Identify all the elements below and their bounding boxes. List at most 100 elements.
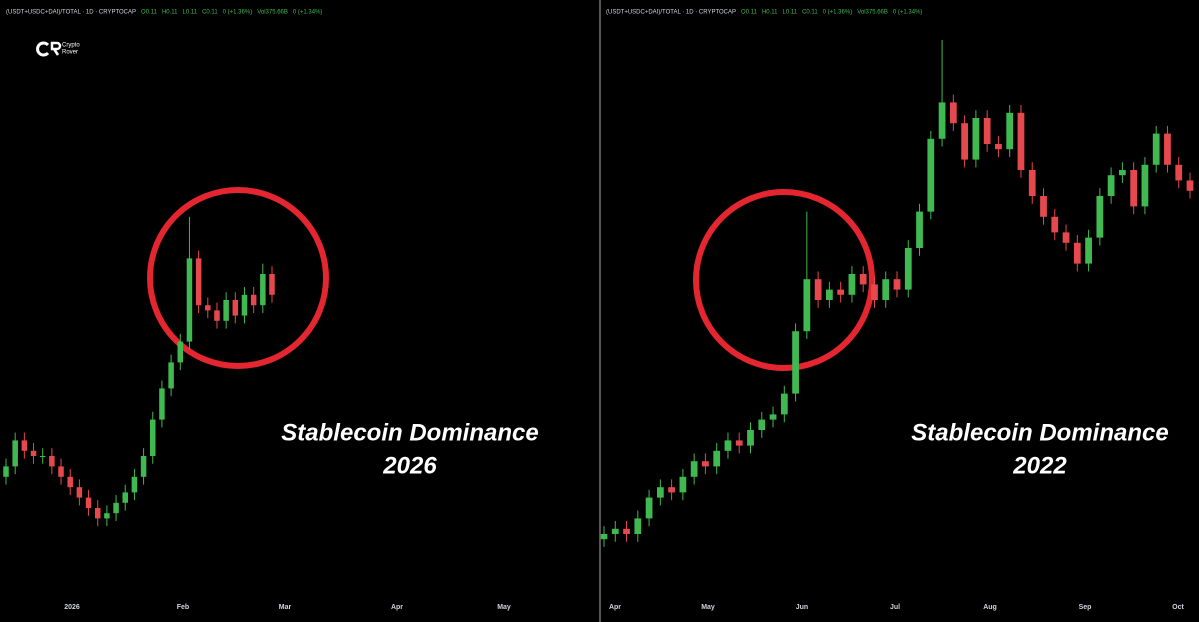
candle-body [113,502,119,514]
header-text: Vol375.66B [857,10,888,16]
highlight-circle [147,187,329,369]
candle-body [195,258,202,306]
candle-body [205,305,211,311]
candle-body [882,279,890,300]
candle-body [76,487,83,498]
candle-body [735,440,743,446]
x-axis-label: Sep [1079,604,1092,611]
candle-body [893,279,901,290]
candle-body [140,456,147,477]
candle-body [39,456,46,457]
candle-body [871,284,878,300]
x-axis-label: Apr [391,604,403,611]
candle-body [1062,232,1070,243]
x-axis-label: Oct [1172,604,1184,611]
candle-body [1175,164,1183,181]
candle-body [30,450,37,456]
candle-body [1096,196,1104,238]
candle-body [122,492,128,503]
candle-body [177,341,184,363]
candle-body [186,258,193,342]
candle-body [611,528,619,534]
header-text: Vol375.66B [257,10,288,16]
candle-body [668,487,675,493]
candle-body [49,456,55,467]
candle-body [12,440,18,467]
candle-body [1130,170,1138,207]
candle-body [972,118,980,160]
header-text: 0 (+1.34%) [293,10,323,16]
header-text: H0.11 [162,10,178,16]
candle-body [837,289,845,295]
candle-body [859,274,867,285]
annotation: 2026 [382,452,437,479]
x-axis-label: Apr [609,604,621,611]
logo-icon [36,41,62,57]
header-text: C0.11 [202,10,218,16]
candle-body [747,430,754,446]
x-axis-label: 2026 [64,604,80,611]
header-text: C0.11 [802,10,818,16]
candle-body [232,300,239,316]
candle-body [1141,164,1149,207]
candle-body [269,274,275,295]
candle-body [904,248,912,290]
candle-body [600,534,608,540]
x-axis-label: Feb [177,604,189,611]
x-axis-label: Mar [279,604,292,611]
header-text: L0.11 [183,10,198,16]
candle-body [769,414,777,420]
header-text: (USDT+USDC+DAI)/TOTAL · 1D · CRYPTOCAP [6,10,136,16]
candle-body [58,466,64,477]
candle-body [656,487,664,498]
candle-body [826,289,833,300]
candle-body [85,497,92,508]
x-axis-label: May [701,604,715,611]
candle-body [260,274,266,306]
candle-body [724,440,732,451]
candle-body [780,393,788,415]
header-text: L0.11 [783,10,798,16]
header-text: O0.11 [141,10,158,16]
candle-body [634,518,642,534]
logo-text: Rover [62,50,78,56]
header-text: 0 (+1.36%) [823,10,853,16]
candle-body [104,513,110,519]
candle-body [1017,112,1025,170]
candle-body [645,497,653,519]
candle-body [1085,237,1092,264]
candle-body [21,440,28,451]
header-text: O0.11 [741,10,758,16]
header-text: H0.11 [762,10,778,16]
candle-body [223,300,229,321]
header-text: 0 (+1.34%) [893,10,923,16]
x-axis-label: Jul [890,604,900,611]
candle-body [1164,133,1171,165]
highlight-circle [693,189,875,371]
candle-body [916,211,923,248]
candle-body [1186,180,1194,191]
candle-body [983,118,991,144]
candle-body [848,274,856,295]
candle-body [1040,196,1047,217]
candle-body [679,476,687,493]
candle-body [3,466,9,477]
x-axis-label: Aug [983,604,997,611]
candle-body [1006,112,1014,150]
candle-body [1107,175,1115,196]
candle-body [690,461,698,477]
candle-body [938,102,946,139]
candle-body [131,476,138,493]
candle-body [250,294,257,306]
candle-body [927,138,935,212]
candle-body [94,508,101,519]
candle-body [1028,170,1036,196]
candle-body [792,331,799,394]
candle-body [1051,216,1059,233]
candle-body [949,102,957,124]
x-axis-label: Jun [796,604,808,611]
candle-body [241,294,248,316]
candle-body [995,144,1002,150]
candle-body [168,362,174,389]
